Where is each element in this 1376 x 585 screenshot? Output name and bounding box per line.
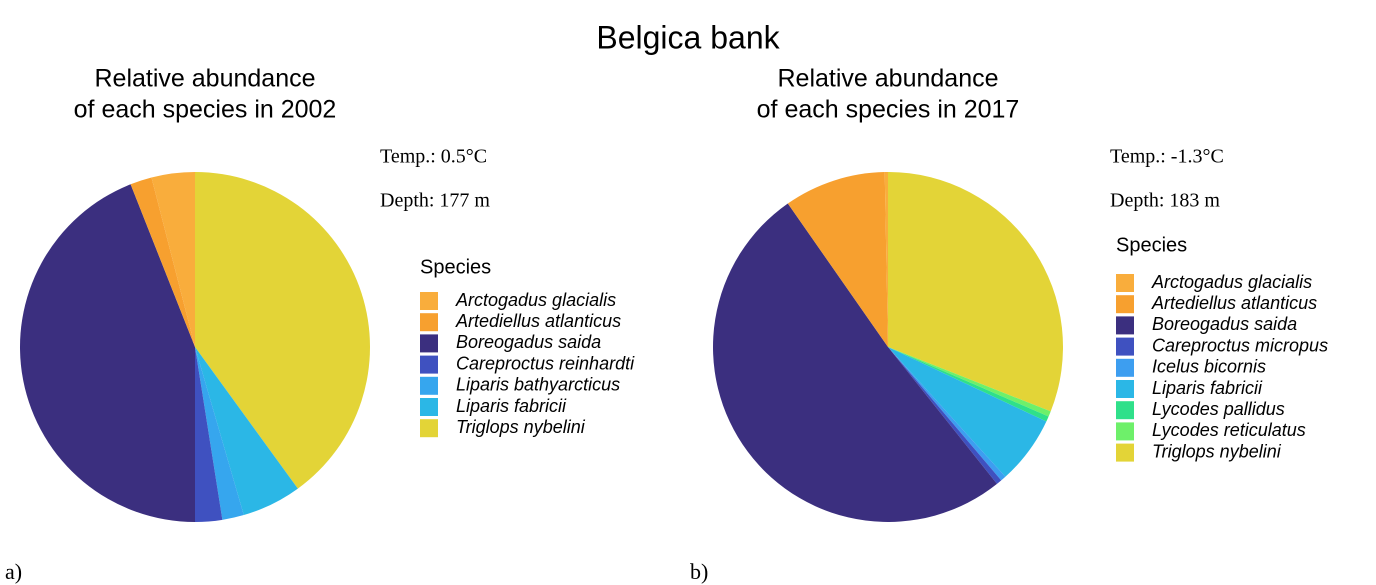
legend-label: Arctogadus glacialis	[1151, 272, 1312, 292]
pie-slice	[888, 347, 1051, 417]
legend-label: Artediellus atlanticus	[1151, 293, 1317, 313]
legend-swatch	[1116, 422, 1134, 441]
annotation: Depth: 177 m	[380, 190, 490, 212]
pie-slice	[888, 347, 1006, 481]
pie-slice	[888, 172, 1063, 412]
legend-title: Species	[1116, 234, 1187, 256]
legend-label: Liparis fabricii	[456, 396, 567, 416]
legend-label: Careproctus micropus	[1152, 335, 1328, 355]
legend-swatch	[420, 313, 438, 332]
legend-swatch	[1116, 316, 1134, 335]
pie-slice	[195, 347, 223, 522]
legend-label: Boreogadus saida	[456, 332, 601, 352]
pie-slice	[713, 203, 997, 522]
legend-swatch	[420, 334, 438, 353]
legend-swatch	[420, 292, 438, 310]
chart-title: Relative abundance	[95, 65, 316, 93]
legend-label: Triglops nybelini	[1152, 441, 1282, 461]
legend-label: Icelus bicornis	[1152, 357, 1266, 377]
legend-swatch	[1116, 443, 1134, 462]
pie-slice	[888, 347, 1002, 484]
annotation: Temp.: 0.5°C	[380, 146, 487, 168]
chart-title: of each species in 2002	[74, 96, 337, 124]
legend-label: Careproctus reinhardti	[456, 353, 635, 373]
pie-slice	[19, 184, 195, 522]
legend-swatch	[1116, 295, 1134, 314]
legend-swatch	[420, 355, 438, 374]
figure-title: Belgica bank	[596, 19, 780, 55]
legend-label: Artediellus atlanticus	[455, 311, 621, 331]
legend-swatch	[420, 398, 438, 416]
pie-slice	[195, 172, 370, 489]
pie-slice	[787, 172, 888, 347]
pie-slice	[888, 347, 1047, 477]
legend-label: Liparis fabricii	[1152, 378, 1263, 398]
legend-swatch	[1116, 274, 1134, 292]
annotation: Temp.: -1.3°C	[1110, 146, 1224, 168]
pie-slice	[888, 347, 1049, 422]
annotation: Depth: 183 m	[1110, 190, 1220, 212]
legend-swatch	[420, 419, 438, 438]
legend-swatch	[1116, 401, 1134, 420]
panel-label: b)	[690, 559, 708, 584]
chart-title: Relative abundance	[778, 65, 999, 93]
pie-slice	[195, 347, 298, 516]
pie-slice	[151, 172, 195, 347]
pie-slice	[884, 172, 888, 347]
legend-swatch	[1116, 358, 1134, 377]
legend-swatch	[1116, 380, 1134, 398]
legend-swatch	[1116, 337, 1134, 356]
panel-label: a)	[5, 559, 22, 584]
legend-label: Lycodes reticulatus	[1152, 420, 1306, 440]
legend-title: Species	[420, 256, 491, 278]
legend-swatch	[420, 376, 438, 395]
pie-slice	[195, 347, 244, 520]
legend-label: Liparis bathyarcticus	[456, 375, 620, 395]
legend-label: Lycodes pallidus	[1152, 399, 1285, 419]
legend-label: Triglops nybelini	[456, 417, 586, 437]
legend-label: Boreogadus saida	[1152, 314, 1297, 334]
pie-slice	[130, 177, 195, 347]
legend-label: Arctogadus glacialis	[455, 290, 616, 310]
chart-title: of each species in 2017	[757, 96, 1020, 124]
